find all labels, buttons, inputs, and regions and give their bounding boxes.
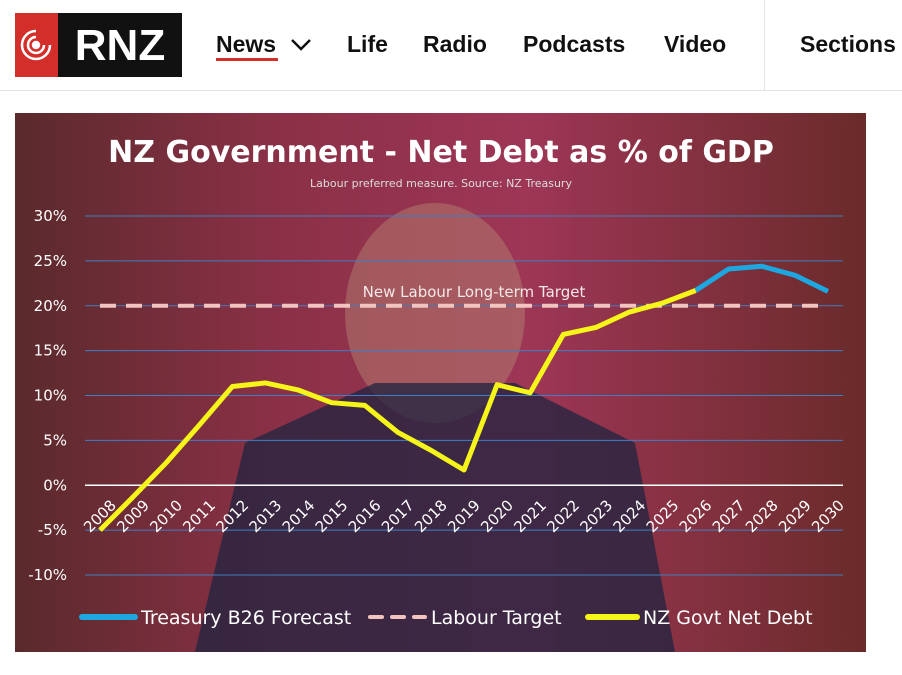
photo-figure bbox=[195, 383, 675, 652]
photo-figure bbox=[345, 203, 525, 423]
chart-subtitle: Labour preferred measure. Source: NZ Tre… bbox=[310, 177, 572, 190]
y-tick-label: -5% bbox=[38, 521, 67, 539]
series-line bbox=[98, 288, 697, 532]
y-tick-label: 5% bbox=[43, 431, 67, 449]
y-tick-label: 30% bbox=[34, 207, 67, 225]
logo[interactable]: RNZ bbox=[15, 13, 185, 77]
chart: NZ Government - Net Debt as % of GDP Labo… bbox=[15, 113, 866, 652]
nav-link[interactable]: Video bbox=[664, 31, 727, 57]
y-tick-label: 20% bbox=[34, 297, 67, 315]
header: RNZ News Life Radio Podcasts Video Secti… bbox=[0, 0, 902, 91]
y-tick-label: 25% bbox=[34, 252, 67, 270]
nav-link[interactable]: News bbox=[216, 31, 277, 57]
y-tick-label: 0% bbox=[43, 476, 67, 494]
legend-label: NZ Govt Net Debt bbox=[643, 607, 813, 629]
nav-link[interactable]: Radio bbox=[423, 31, 487, 57]
nav-link[interactable]: Sections bbox=[800, 31, 896, 57]
divider bbox=[764, 0, 765, 90]
nav-link[interactable]: Podcasts bbox=[523, 31, 626, 57]
series-line bbox=[694, 263, 830, 294]
chevron[interactable] bbox=[290, 38, 312, 52]
legend-label: Labour Target bbox=[431, 607, 562, 629]
active-underline bbox=[216, 58, 278, 61]
y-tick-label: 15% bbox=[34, 342, 67, 360]
annotation: New Labour Long-term Target bbox=[363, 283, 586, 301]
y-tick-label: 10% bbox=[34, 387, 67, 405]
y-tick-label: -10% bbox=[28, 566, 67, 584]
logo-text: RNZ bbox=[75, 21, 165, 70]
legend-label: Treasury B26 Forecast bbox=[140, 607, 351, 629]
nav-link[interactable]: Life bbox=[347, 31, 388, 57]
chart-title: NZ Government - Net Debt as % of GDP bbox=[108, 135, 774, 170]
